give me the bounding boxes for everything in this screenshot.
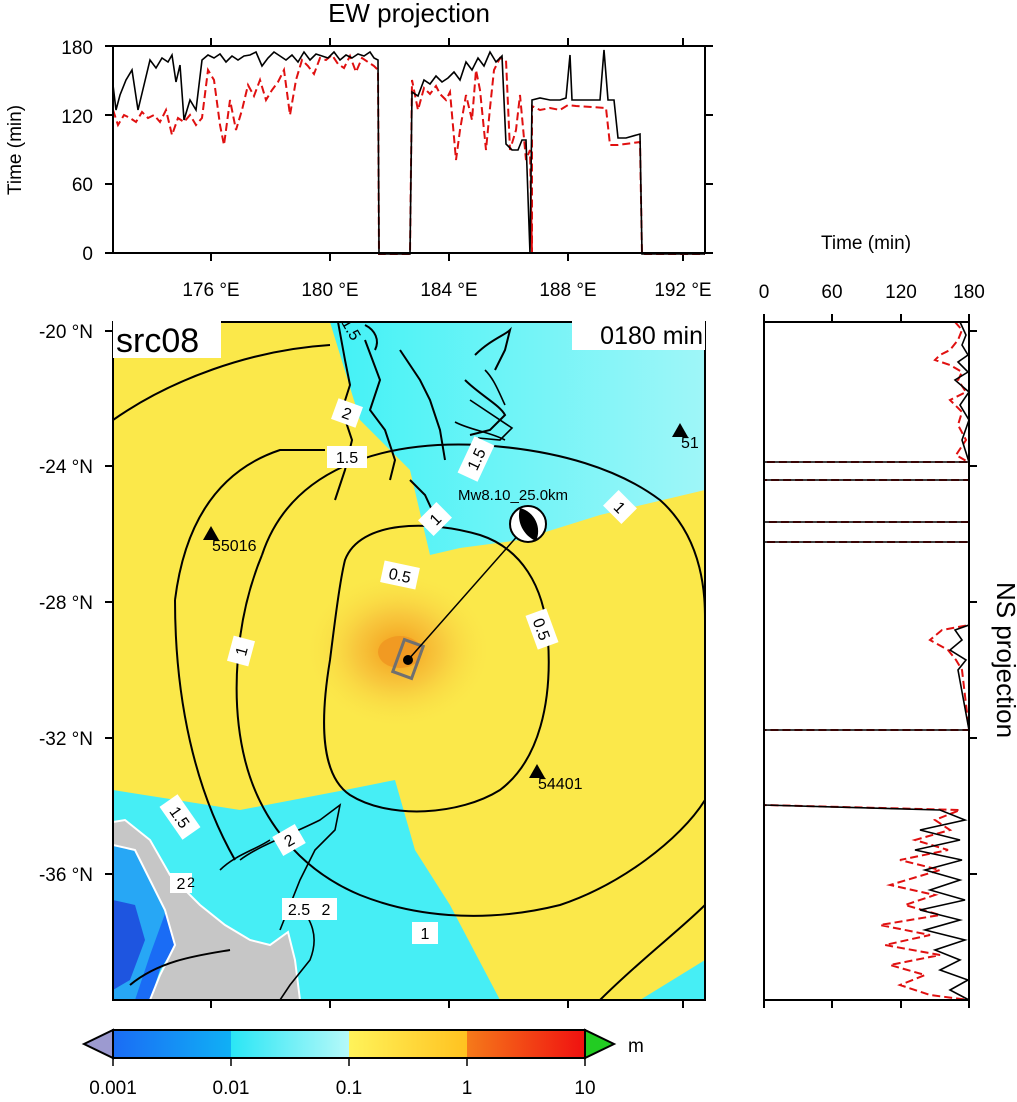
station-label-55016: 55016	[212, 538, 257, 555]
colorbar-unit: m	[628, 1036, 644, 1057]
station-label-51: 51	[681, 435, 699, 452]
contour-label-1-west: 1	[233, 645, 252, 658]
stations: 55016 54401 51	[203, 423, 699, 793]
colorbar: 0.001 0.01 0.1 1 10 m	[81, 1028, 644, 1099]
time-label: 0180 min	[600, 322, 703, 350]
time-label-box	[572, 320, 705, 350]
map-frame	[112, 321, 706, 1001]
colorbar-band-3	[349, 1030, 467, 1058]
colorbar-label-1: 1	[462, 1078, 473, 1099]
lat-tick-28s: -28 °N	[39, 593, 93, 614]
contour-label-0.5-north: 0.5	[387, 566, 412, 587]
colorbar-band-4	[467, 1030, 585, 1058]
ew-panel-title: EW projection	[328, 0, 490, 28]
contour-label-2.5: 2.5	[288, 902, 310, 919]
station-marker-55016	[203, 526, 219, 540]
amplitude-contours	[113, 324, 705, 1000]
fault-plane-outline	[390, 637, 426, 681]
cyan-band-southeast	[640, 960, 705, 1000]
cyan-region-northeast	[330, 322, 705, 555]
colorbar-ticks	[112, 1058, 586, 1066]
contour-label-2-small: 2	[187, 874, 195, 890]
colorbar-label-0.01: 0.01	[213, 1078, 250, 1099]
map-tick-marks	[105, 330, 684, 1008]
ew-panel-frame	[112, 45, 706, 254]
contour-label-0.5-east: 0.5	[529, 616, 553, 643]
ew-tick-marks	[105, 38, 713, 261]
colorbar-overflow-arrow	[584, 1028, 617, 1060]
ew-ytick-180: 180	[61, 38, 93, 59]
ew-projection-panel: EW projection Time (min) 0 60 120 180	[5, 0, 713, 265]
tonga-ridge-contours	[454, 369, 514, 441]
ew-ytick-60: 60	[72, 175, 93, 196]
ns-xtick-0: 0	[759, 282, 770, 303]
focal-mechanism-beachball	[509, 505, 547, 543]
lat-tick-36s: -36 °N	[39, 865, 93, 886]
ns-xtick-60: 60	[821, 282, 842, 303]
contour-labels: 0.5 0.5 1 1 1 1 1.5 1.5 1.5 2	[159, 322, 637, 944]
ew-ytick-0: 0	[82, 244, 93, 265]
epicenter-dot	[403, 655, 413, 665]
beachball-leader-line	[407, 523, 529, 661]
lon-tick-188: 188 °E	[539, 280, 596, 301]
colorbar-label-0.001: 0.001	[89, 1078, 137, 1099]
ns-xticks: 0 60 120 180	[759, 282, 985, 303]
contour-label-2-east-coast: 2	[322, 902, 331, 919]
contour-label-1.5-north: 1.5	[336, 450, 358, 467]
colorbar-label-10: 10	[574, 1078, 595, 1099]
station-marker-51	[672, 423, 688, 437]
ns-tick-marks	[763, 314, 977, 1008]
ew-yticks: 0 60 120 180	[61, 38, 93, 265]
lat-tick-32s: -32 °N	[39, 729, 93, 750]
colorbar-label-0.1: 0.1	[336, 1078, 362, 1099]
station-label-54401: 54401	[538, 776, 583, 793]
ns-panel-title: NS projection	[991, 582, 1017, 738]
ns-panel-xlabel: Time (min)	[821, 233, 911, 254]
lat-tick-labels: -20 °N -24 °N -28 °N -32 °N -36 °N	[39, 322, 93, 886]
lon-tick-180: 180 °E	[301, 280, 358, 301]
contour-label-2-coast: 2	[177, 876, 186, 893]
map-panel: 0.5 0.5 1 1 1 1 1.5 1.5 1.5 2	[39, 320, 706, 1008]
colorbar-underflow-arrow	[81, 1028, 114, 1060]
ns-observed-series	[763, 321, 971, 1001]
ew-simulated-series	[112, 53, 705, 255]
rupture-and-epicenter: Mw8.10_25.0km	[390, 487, 568, 681]
ew-panel-ylabel: Time (min)	[5, 105, 26, 195]
ns-xtick-120: 120	[885, 282, 917, 303]
ns-simulated-series	[763, 321, 972, 1001]
ns-xtick-180: 180	[953, 282, 985, 303]
source-label: src08	[116, 322, 199, 360]
lat-tick-24s: -24 °N	[39, 457, 93, 478]
event-label: Mw8.10_25.0km	[458, 487, 568, 504]
lon-tick-192: 192 °E	[654, 280, 711, 301]
ew-ytick-120: 120	[61, 107, 93, 128]
source-label-box	[113, 320, 221, 358]
station-marker-54401	[529, 764, 545, 778]
lon-tick-176: 176 °E	[182, 280, 239, 301]
map-field: 0.5 0.5 1 1 1 1 1.5 1.5 1.5 2	[113, 322, 705, 1000]
colorbar-tick-labels: 0.001 0.01 0.1 1 10	[89, 1078, 595, 1099]
ew-observed-series	[112, 49, 705, 255]
contour-label-1-south: 1	[421, 926, 430, 943]
ns-panel-frame	[763, 321, 970, 1001]
colorbar-band-1	[113, 1030, 231, 1058]
lon-tick-184: 184 °E	[420, 280, 477, 301]
colorbar-band-2	[231, 1030, 349, 1058]
lon-tick-labels: 176 °E 180 °E 184 °E 188 °E 192 °E	[182, 280, 711, 301]
deep-water-southwest	[113, 822, 185, 1000]
ns-projection-panel: Time (min) 0 60 120 180 NS projection	[759, 233, 1017, 1008]
lat-tick-20s: -20 °N	[39, 322, 93, 343]
